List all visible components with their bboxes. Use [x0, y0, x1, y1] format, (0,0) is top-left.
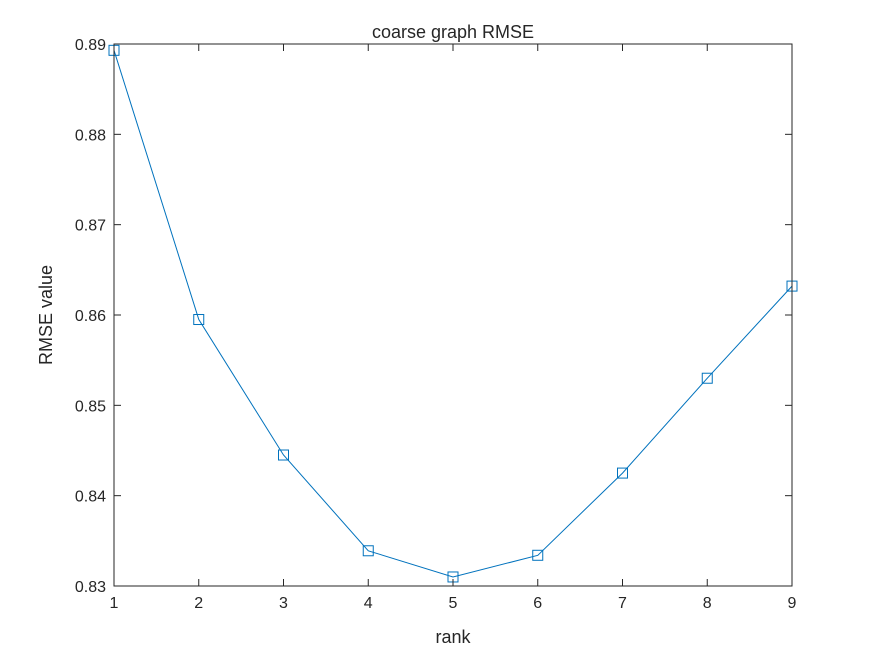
data-point-marker	[362, 545, 374, 557]
x-tick-label: 3	[279, 595, 288, 612]
x-tick-label: 7	[618, 595, 627, 612]
y-tick-label: 0.84	[75, 489, 106, 506]
y-tick-label: 0.86	[75, 308, 106, 325]
tick-layer: 1 2 3 4 5 6 7 8 9 0.83 0.84 0.85 0.86 0.87 0.88 0.89	[75, 37, 797, 612]
plot-area	[114, 44, 792, 586]
x-tick-label: 5	[449, 595, 458, 612]
x-axis-title: rank	[435, 627, 471, 647]
data-point-marker	[532, 549, 544, 561]
y-tick-label: 0.85	[75, 398, 106, 415]
y-tick-label: 0.89	[75, 37, 106, 54]
chart-title: coarse graph RMSE	[372, 22, 534, 42]
series-line	[113, 50, 793, 578]
data-point-marker	[617, 467, 628, 479]
x-tick-label: 2	[194, 595, 203, 612]
x-tick-label: 1	[110, 595, 119, 612]
x-tick-label: 6	[533, 595, 542, 612]
data-point-marker	[193, 314, 205, 326]
y-tick-label: 0.88	[75, 127, 106, 144]
data-point-marker	[278, 449, 289, 461]
x-tick-label: 8	[703, 595, 712, 612]
y-axis-title: RMSE value	[36, 265, 56, 365]
y-tick-label: 0.87	[75, 218, 106, 235]
x-tick-label: 4	[364, 595, 373, 612]
y-tick-label: 0.83	[75, 579, 106, 596]
data-point-marker	[701, 372, 713, 384]
x-tick-label: 9	[788, 595, 797, 612]
